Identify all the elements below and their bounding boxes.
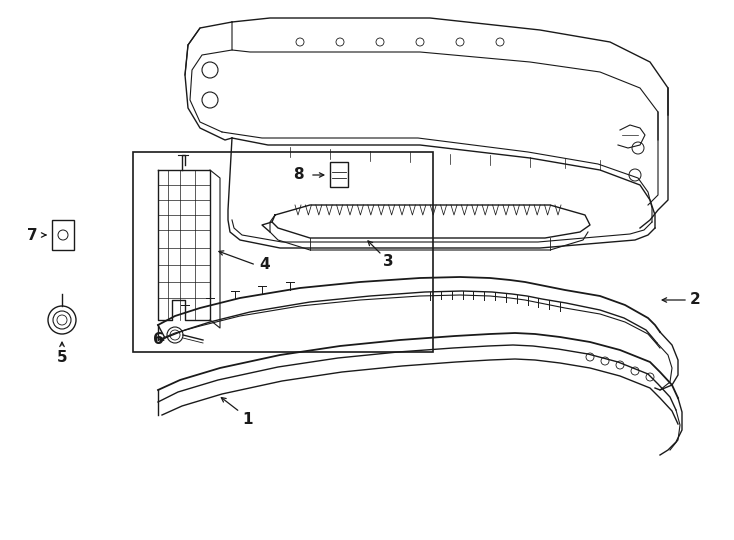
Bar bbox=[133, 152, 433, 352]
Text: 2: 2 bbox=[690, 293, 700, 307]
Text: 8: 8 bbox=[293, 167, 303, 183]
Bar bbox=[52, 220, 74, 250]
Text: 1: 1 bbox=[243, 413, 253, 428]
Text: 3: 3 bbox=[382, 254, 393, 269]
Text: 6: 6 bbox=[153, 333, 164, 348]
Text: 5: 5 bbox=[57, 350, 68, 366]
Text: 4: 4 bbox=[260, 258, 270, 273]
Text: 7: 7 bbox=[26, 227, 37, 242]
Bar bbox=[330, 162, 348, 187]
